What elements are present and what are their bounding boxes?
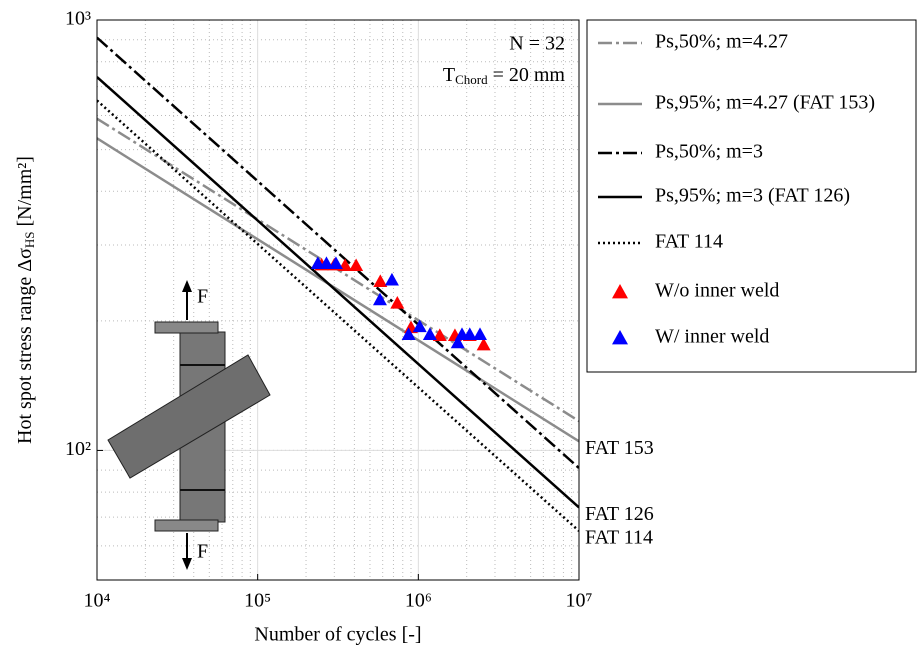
line-end-label: FAT 153 [585,437,654,459]
y-label-text: [N/mm²] [14,156,36,231]
page: {"chart_data": { "type": "line", "x_labe… [0,0,917,651]
annotation: N = 32 [509,33,565,55]
legend-label: Ps,95%; m=4.27 (FAT 153) [655,92,875,114]
annotation-text: T [443,64,455,86]
x-axis-label: Number of cycles [-] [254,624,421,646]
line-end-label: FAT 114 [585,527,653,549]
legend-label: Ps,50%; m=4.27 [655,31,788,53]
y-tick-label: 10² [65,438,91,460]
legend-label: W/o inner weld [655,280,779,302]
legend-label: Ps,50%; m=3 [655,141,763,163]
chart: F F N = 32 TChord = 20 mm Number of cycl… [0,0,917,651]
y-axis-label: Hot spot stress range ΔσHS [N/mm²] [14,156,37,444]
annotation-text: = 20 mm [488,64,566,86]
legend-label: FAT 114 [655,231,723,253]
force-label: F [197,286,208,308]
plot-area [97,20,579,580]
x-tick-label: 10⁷ [566,590,593,612]
flange [155,520,218,531]
y-label-text: Hot spot stress range Δσ [14,248,36,444]
x-tick-label: 10⁴ [84,590,111,612]
y-label-sub: HS [22,231,37,248]
force-label: F [197,541,208,563]
legend-label: W/ inner weld [655,326,769,348]
line-end-label: FAT 126 [585,503,654,525]
y-tick-label: 10³ [65,8,91,30]
annotation-sub: Chord [455,72,488,87]
x-tick-label: 10⁵ [244,590,271,612]
x-tick-label: 10⁶ [405,590,432,612]
legend-label: Ps,95%; m=3 (FAT 126) [655,185,850,207]
flange [155,322,218,333]
